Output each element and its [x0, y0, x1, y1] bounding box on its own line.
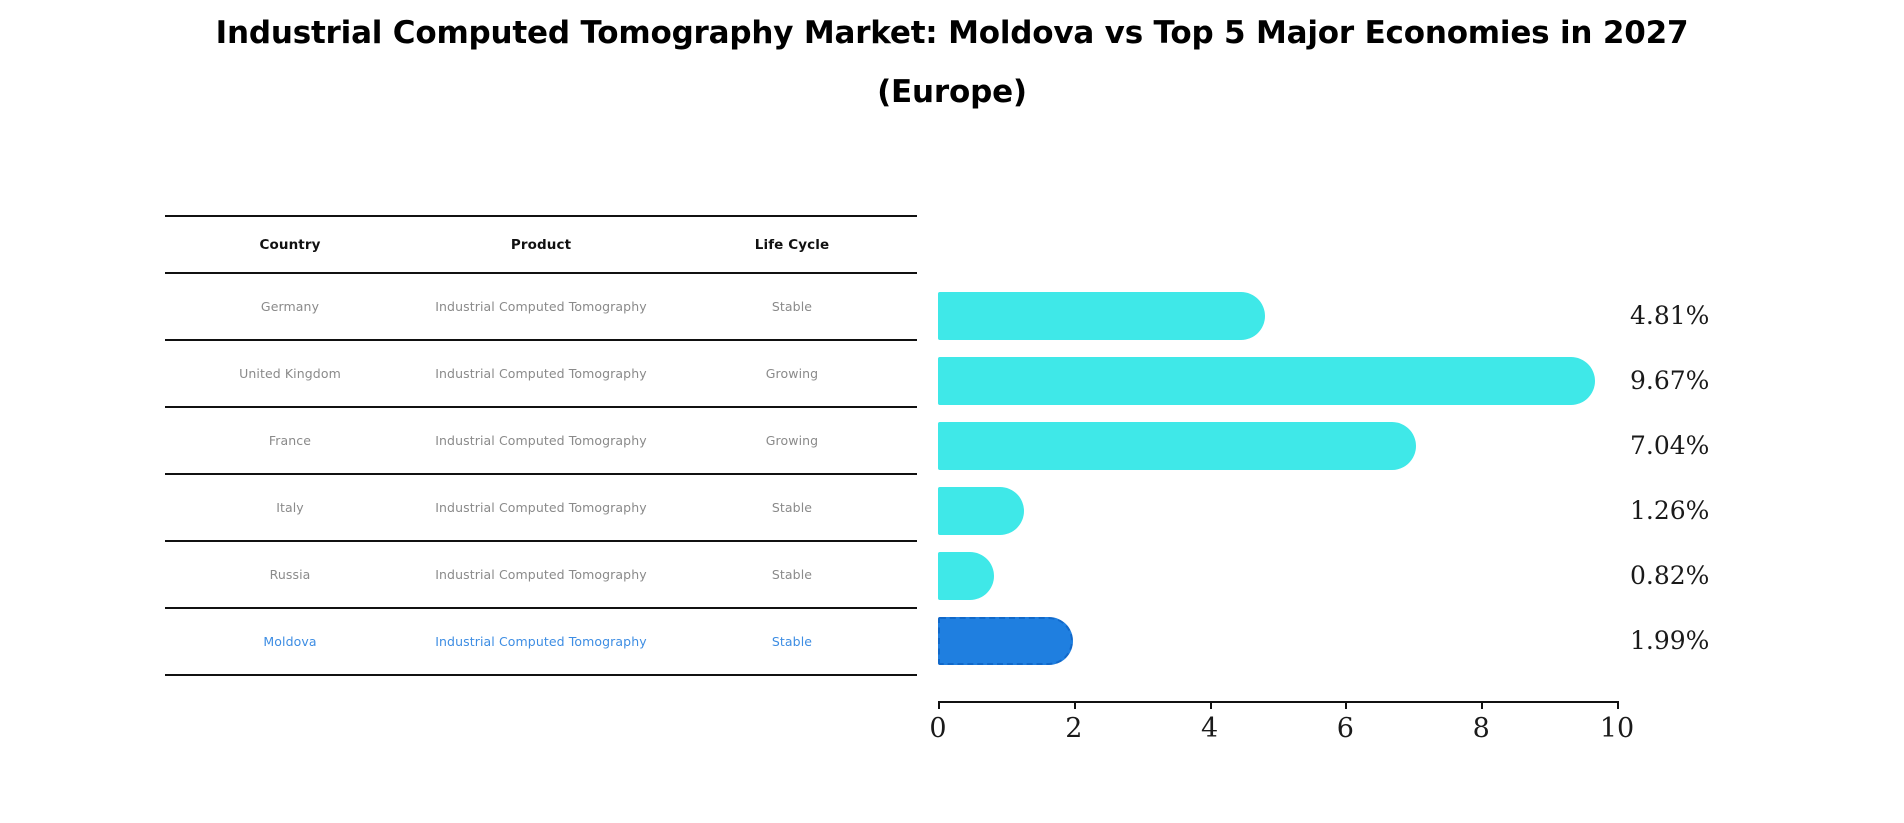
bar-value-label: 9.67% [1630, 366, 1710, 395]
page-title-line-2: (Europe) [877, 74, 1027, 110]
x-axis-tick-label: 4 [1201, 713, 1219, 744]
table-cell-product: Industrial Computed Tomography [435, 299, 647, 314]
x-axis-tick [1481, 701, 1484, 709]
bar-value-label: 7.04% [1630, 431, 1710, 460]
table-row[interactable]: France Industrial Computed Tomography Grow… [165, 408, 917, 473]
bar-france[interactable] [938, 421, 1417, 470]
bar-chart: 4.81% 9.67% 7.04% 1.26% 0.82% 1.99% [938, 215, 1709, 715]
column-header-life-cycle: Life Cycle [754, 236, 830, 253]
table-rule [165, 406, 917, 408]
x-axis-tick [1345, 701, 1348, 709]
bar-value-label: 0.82% [1630, 561, 1710, 590]
x-axis-tick-label: 10 [1599, 713, 1635, 744]
table-cell-life-cycle: Stable [771, 299, 813, 314]
table-cell-country: United Kingdom [239, 366, 341, 381]
table-rule-header [165, 272, 917, 274]
table-cell-life-cycle: Stable [771, 567, 813, 582]
x-axis-tick-label: 8 [1472, 713, 1490, 744]
table-row[interactable]: Italy Industrial Computed Tomography Stabl… [165, 475, 917, 540]
table-cell-country: Germany [260, 299, 320, 314]
bar-moldova[interactable] [938, 616, 1074, 665]
table-cell-country: Russia [269, 567, 311, 582]
column-header-country: Country [259, 236, 321, 253]
x-axis-line [938, 701, 1617, 703]
bar-row: 4.81% [938, 283, 1709, 348]
bar-row: 1.99% [938, 608, 1709, 673]
table-rule [165, 339, 917, 341]
bar-row: 1.26% [938, 478, 1709, 543]
table-row[interactable]: Russia Industrial Computed Tomography Stab… [165, 542, 917, 607]
x-axis-tick-label: 2 [1065, 713, 1083, 744]
table-body: Germany Industrial Computed Tomography Sta… [165, 274, 917, 676]
bar-row: 0.82% [938, 543, 1709, 608]
table-cell-life-cycle: Growing [765, 366, 819, 381]
table-cell-product: Industrial Computed Tomography [435, 567, 647, 582]
table-cell-country: Italy [276, 500, 304, 515]
country-table: Country Product Life Cycle Germany Indust… [165, 215, 917, 676]
bar-row: 9.67% [938, 348, 1709, 413]
bar-united-kingdom[interactable] [938, 356, 1595, 405]
bar-italy[interactable] [938, 486, 1024, 535]
table-rule [165, 607, 917, 609]
page-title: Industrial Computed Tomography Market: M… [0, 8, 1904, 108]
x-axis-tick [1617, 701, 1619, 709]
table-cell-life-cycle: Growing [765, 433, 819, 448]
table-cell-country: France [268, 433, 312, 448]
column-header-product: Product [510, 236, 572, 253]
bar-value-label: 1.99% [1630, 626, 1710, 655]
bar-row: 7.04% [938, 413, 1709, 478]
table-cell-life-cycle: Stable [771, 500, 813, 515]
table-cell-country: Moldova [263, 634, 317, 649]
table-rule-top [165, 215, 917, 217]
table-cell-product: Industrial Computed Tomography [435, 500, 647, 515]
table-rule [165, 540, 917, 542]
table-cell-product: Industrial Computed Tomography [435, 433, 647, 448]
table-cell-product: Industrial Computed Tomography [435, 634, 647, 649]
table-row[interactable]: Germany Industrial Computed Tomography Sta… [165, 274, 917, 339]
x-axis-tick-label: 6 [1336, 713, 1354, 744]
table-row[interactable]: United Kingdom Industrial Computed Tomogr… [165, 341, 917, 406]
table-rule [165, 473, 917, 475]
bar-germany[interactable] [938, 291, 1265, 340]
table-row[interactable]: Moldova Industrial Computed Tomography Sta… [165, 609, 917, 674]
table-rule [165, 674, 917, 676]
x-axis-tick [938, 701, 940, 709]
bar-value-label: 4.81% [1630, 301, 1710, 330]
table-cell-life-cycle: Stable [771, 634, 813, 649]
page-title-line-1: Industrial Computed Tomography Market: M… [215, 15, 1689, 51]
bar-russia[interactable] [938, 551, 994, 600]
x-axis-tick-label: 0 [929, 713, 947, 744]
x-axis-tick [1209, 701, 1212, 709]
table-cell-product: Industrial Computed Tomography [435, 366, 647, 381]
bar-value-label: 1.26% [1630, 496, 1710, 525]
table-header-row: Country Product Life Cycle [165, 217, 917, 272]
x-axis-tick [1073, 701, 1076, 709]
